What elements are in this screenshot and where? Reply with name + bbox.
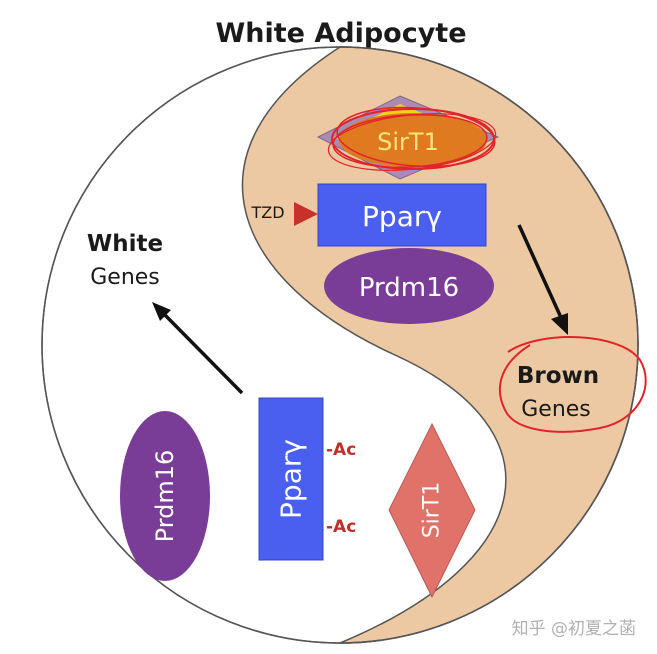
tzd-triangle [294, 202, 318, 226]
ppar-top-label: Pparγ [362, 200, 442, 233]
prdm16-left-label: Prdm16 [151, 450, 179, 543]
arrow-to-brown-genes [517, 224, 568, 335]
ppar-bottom-box [258, 397, 324, 561]
sirt1-top-ellipse [339, 113, 487, 167]
prdm16-top-ellipse [324, 248, 494, 324]
diagram-title: White Adipocyte [215, 18, 466, 49]
brown-genes-highlight-scribble [498, 336, 647, 433]
arrow-to-white-genes [152, 302, 244, 395]
sirt1-right-label: SirT1 [420, 482, 445, 539]
brown-genes-label: Genes [521, 397, 591, 422]
acetyl-label-bottom: -Ac [326, 517, 356, 537]
sirt1-right-diamond [388, 422, 476, 599]
prdm16-left-ellipse [120, 411, 210, 581]
ppar-bottom-label: Pparγ [275, 439, 308, 519]
white-genes-label: Genes [90, 265, 160, 290]
white-genes-label-bold: White [87, 231, 163, 257]
sirt1-highlight-scribble-3 [336, 106, 496, 168]
sirt1-highlight-scribble-4 [327, 113, 497, 171]
prdm16-top-label: Prdm16 [359, 273, 459, 303]
brown-genes-label-bold: Brown [517, 363, 599, 389]
cell-outline [41, 46, 639, 644]
sirt1-top-complex: SirT1 [316, 95, 500, 180]
tzd-label: TZD [250, 203, 284, 222]
watermark-text: 知乎 @初夏之菡 [512, 619, 636, 639]
ppar-top-box [317, 183, 487, 247]
acetyl-label-top: -Ac [326, 440, 356, 460]
sirt1-top-label: SirT1 [377, 128, 439, 156]
